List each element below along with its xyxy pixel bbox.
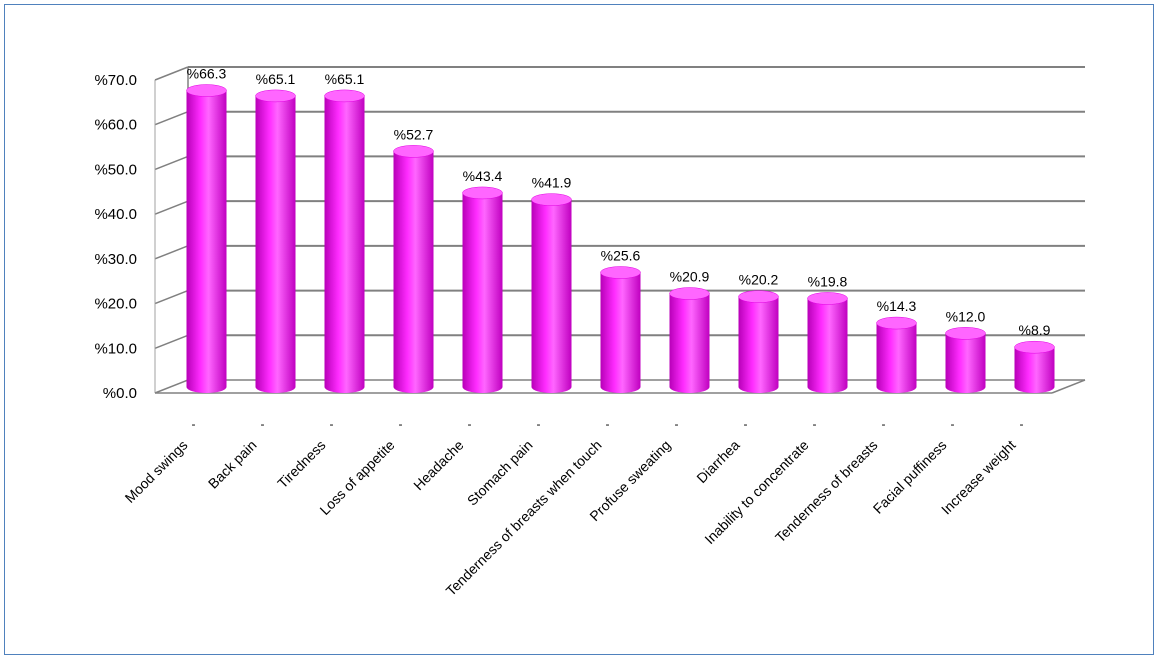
- x-tick-mark: -: [606, 417, 610, 431]
- y-tick-label: %50.0: [94, 161, 137, 178]
- x-tick-label: Tiredness: [274, 437, 328, 491]
- bar-top: [876, 316, 917, 330]
- bar-top: [255, 89, 296, 103]
- gridline-depth: [154, 200, 189, 215]
- data-label: %65.1: [256, 71, 296, 87]
- bar-body: [600, 272, 641, 393]
- bar-top: [393, 145, 434, 158]
- x-tick-mark: -: [1020, 417, 1024, 431]
- bar-body: [462, 192, 503, 393]
- bar-body: [738, 296, 779, 393]
- bar-top: [324, 89, 365, 103]
- bar-top: [186, 84, 227, 97]
- bar-body: [393, 151, 434, 393]
- x-tick-label: Stomach pain: [464, 437, 536, 509]
- x-tick-mark: -: [399, 417, 403, 431]
- x-tick-mark: -: [951, 417, 955, 431]
- data-label: %20.2: [739, 272, 779, 288]
- x-tick-label: Back pain: [205, 437, 260, 492]
- bar-body: [669, 293, 710, 393]
- gridline-depth: [154, 334, 189, 349]
- bar: [738, 290, 779, 393]
- bar-top: [600, 266, 641, 279]
- bar-body: [531, 199, 572, 393]
- bar: [1014, 340, 1055, 393]
- x-tick-mark: -: [192, 417, 196, 431]
- bar-top: [669, 287, 710, 300]
- bar-top: [1014, 340, 1055, 354]
- gridline-depth: [154, 289, 189, 305]
- bar-body: [945, 333, 986, 393]
- y-tick-label: %60.0: [94, 117, 137, 134]
- data-label: %66.3: [187, 66, 227, 82]
- bar-body: [186, 90, 227, 394]
- y-tick-label: %10.0: [94, 340, 137, 357]
- x-tick-mark: -: [744, 417, 748, 431]
- bar: [945, 327, 986, 393]
- y-tick-label: %0.0: [103, 385, 137, 402]
- x-tick-mark: -: [261, 417, 265, 431]
- x-tick-label: Diarrhea: [693, 437, 742, 486]
- bar-top: [807, 292, 848, 305]
- bars: [186, 84, 1055, 394]
- data-label: %19.8: [808, 273, 848, 289]
- bar-body: [876, 323, 917, 393]
- x-tick-mark: -: [330, 417, 334, 431]
- bar: [531, 193, 572, 393]
- bar-body: [807, 298, 848, 393]
- data-label: %12.0: [946, 308, 986, 324]
- gridline-depth: [154, 66, 189, 81]
- bar: [186, 84, 227, 394]
- bar-top: [462, 186, 503, 200]
- bar-body: [1014, 347, 1055, 393]
- floor-right-edge: [1051, 379, 1086, 394]
- bar: [876, 316, 917, 393]
- x-tick-label: Loss of appetite: [316, 437, 397, 518]
- data-label: %8.9: [1019, 322, 1051, 338]
- bar-body: [255, 95, 296, 393]
- gridline-depth: [154, 155, 189, 171]
- x-tick-label: Facial puffiness: [870, 437, 950, 517]
- data-label: %20.9: [670, 269, 710, 285]
- data-label: %65.1: [325, 71, 365, 87]
- bar-body: [324, 95, 365, 393]
- bar-top: [738, 290, 779, 303]
- data-labels: %66.3 %65.1 %65.1 %52.7 %43.4 %41.9 %25.6 %20.9…: [187, 66, 1051, 339]
- x-tick-mark: -: [675, 417, 679, 431]
- y-tick-label: %20.0: [94, 296, 137, 313]
- bar: [669, 287, 710, 393]
- x-tick-label: Mood swings: [122, 437, 191, 506]
- gridline-depth: [154, 245, 189, 260]
- x-tick-mark: -: [537, 417, 541, 431]
- data-label: %14.3: [877, 298, 917, 314]
- y-tick-label: %40.0: [94, 206, 137, 223]
- bar-top: [531, 193, 572, 206]
- data-label: %25.6: [601, 248, 641, 264]
- category-labels: -Mood swings-Back pain-Tiredness-Loss of…: [122, 417, 1024, 599]
- y-tick-label: %70.0: [94, 72, 137, 89]
- bar: [600, 266, 641, 393]
- y-tick-label: %30.0: [94, 251, 137, 268]
- gridline-depth: [154, 111, 189, 126]
- data-label: %43.4: [463, 168, 503, 184]
- x-tick-mark: -: [882, 417, 886, 431]
- x-tick-label: Tenderness of breasts when touch: [443, 437, 605, 599]
- bar: [393, 145, 434, 393]
- bar: [324, 89, 365, 393]
- bar: [807, 292, 848, 393]
- bar: [462, 186, 503, 393]
- x-tick-label: Increase weight: [938, 437, 1019, 518]
- data-label: %41.9: [532, 175, 572, 191]
- data-label: %52.7: [394, 126, 434, 142]
- y-axis-ticks: %0.0 %10.0 %20.0 %30.0 %40.0 %50.0 %60.0 %70.0: [94, 72, 137, 402]
- bar-top: [945, 327, 986, 340]
- bar: [255, 89, 296, 393]
- x-tick-mark: -: [813, 417, 817, 431]
- x-tick-label: Headache: [410, 437, 467, 494]
- gridline-depth: [154, 379, 189, 394]
- x-tick-mark: -: [468, 417, 472, 431]
